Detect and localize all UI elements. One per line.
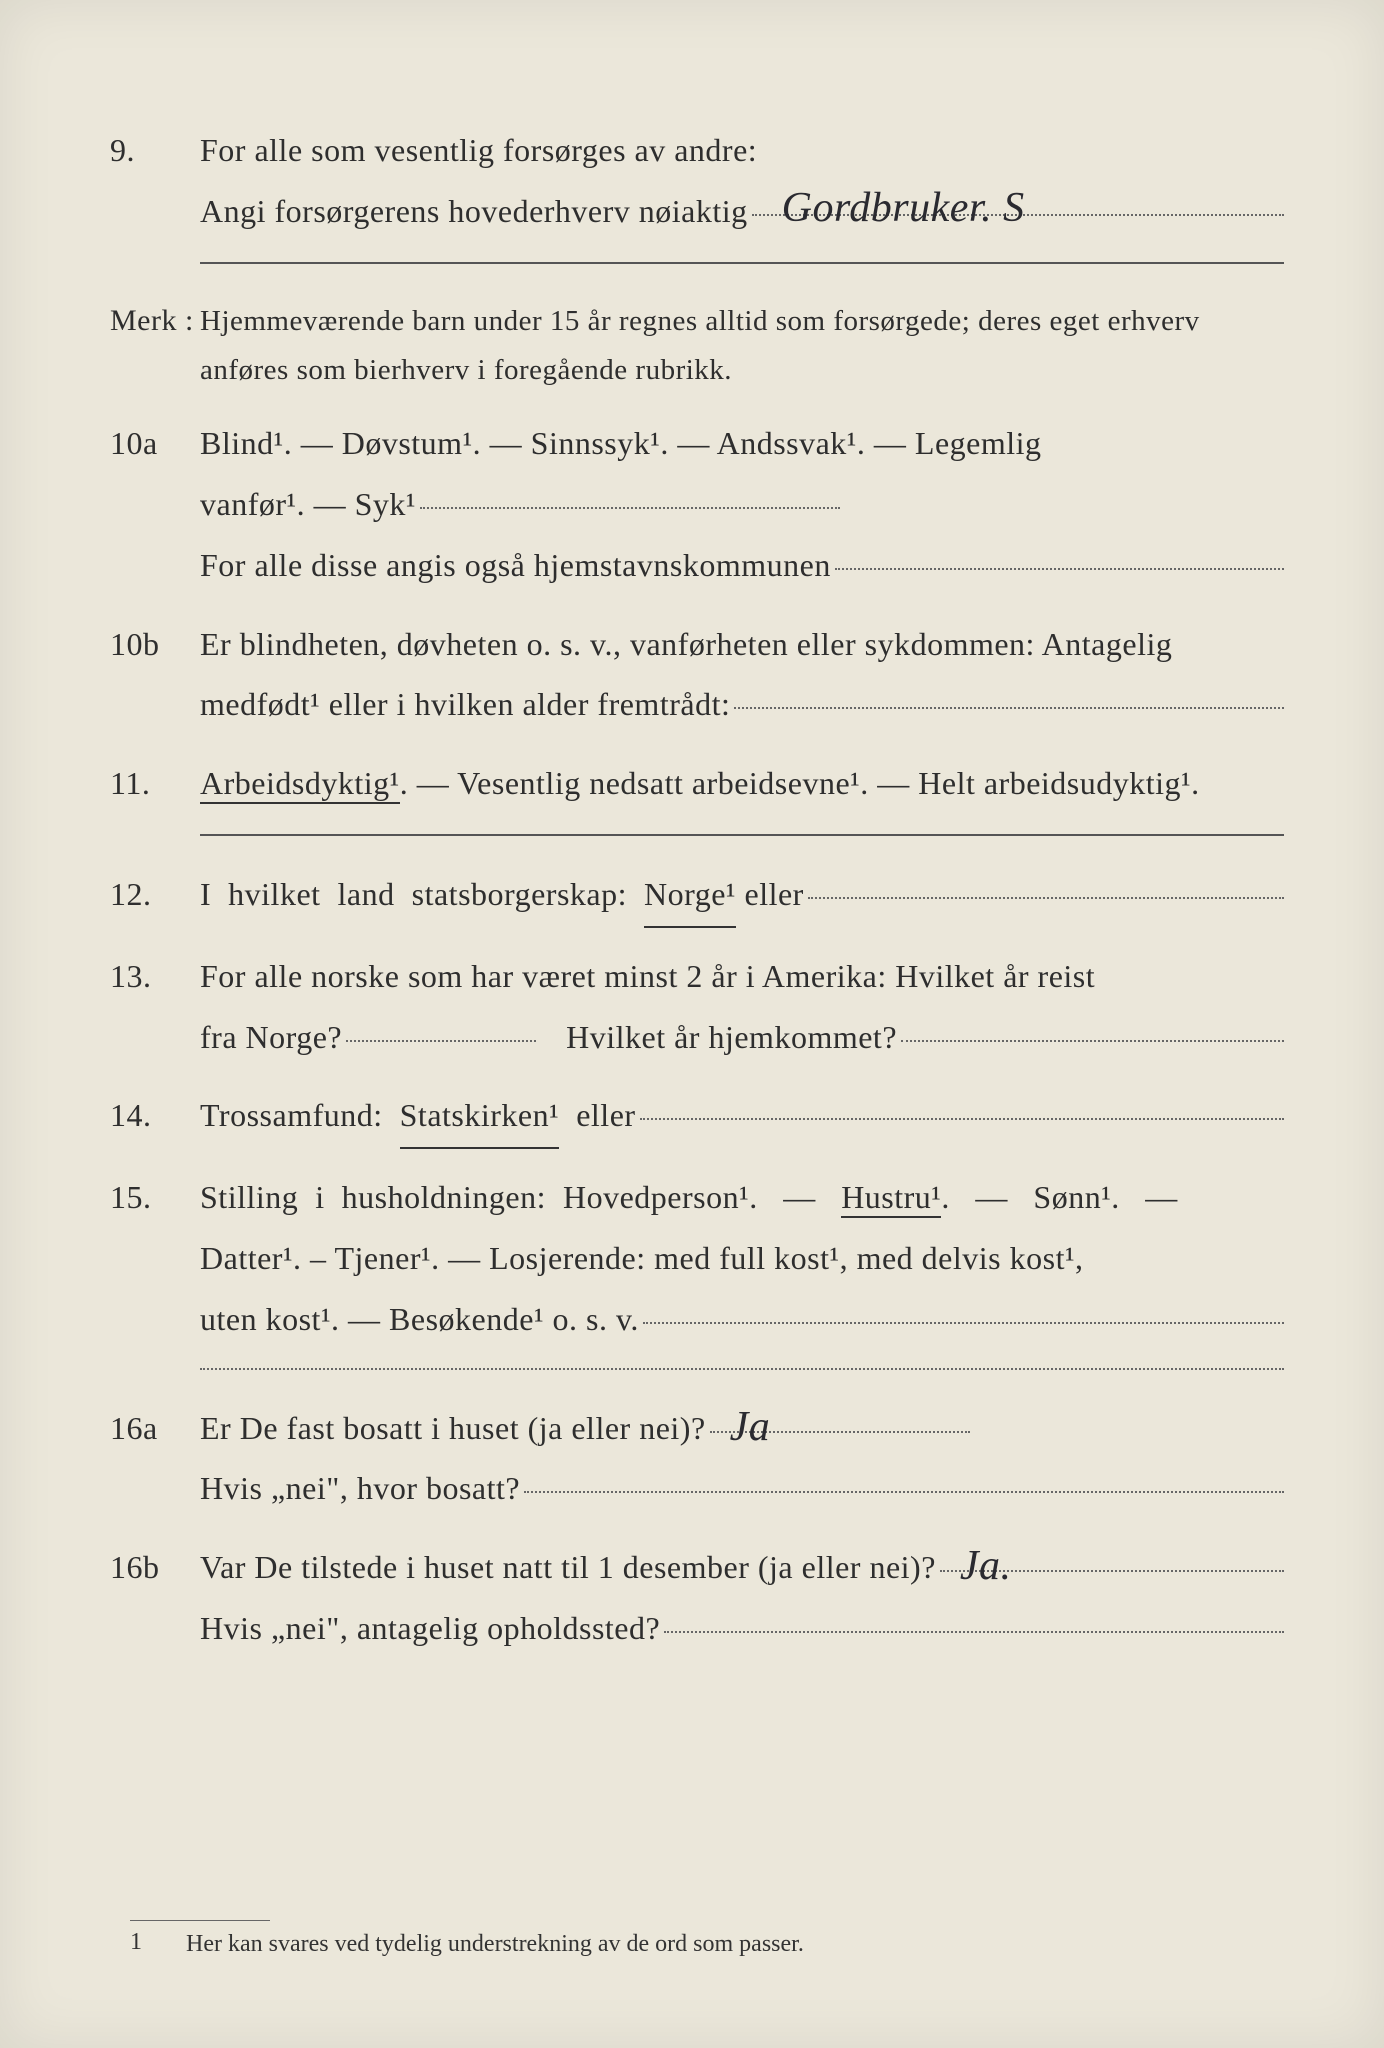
q16a-line2: Hvis „nei", hvor bosatt? — [200, 1458, 1284, 1519]
q11-rest: . — Vesentlig nedsatt arbeidsevne¹. — He… — [400, 765, 1200, 801]
q10b-line2-text: medfødt¹ eller i hvilken alder fremtrådt… — [200, 674, 730, 735]
q16a-number: 16a — [100, 1398, 200, 1459]
q10b-content: Er blindheten, døvheten o. s. v., vanfør… — [200, 614, 1284, 736]
q14-pre: Trossamfund: — [200, 1085, 400, 1146]
q13-line2a: fra Norge? — [200, 1007, 342, 1068]
question-10a: 10a Blind¹. — Døvstum¹. — Sinnssyk¹. — A… — [100, 413, 1284, 595]
q16a-line1-text: Er De fast bosatt i huset (ja eller nei)… — [200, 1398, 706, 1459]
q12-fill — [808, 896, 1284, 899]
note-merk: Merk : Hjemmeværende barn under 15 år re… — [100, 292, 1284, 396]
question-9: 9. For alle som vesentlig forsørges av a… — [100, 120, 1284, 242]
q10a-line3-fill — [835, 567, 1284, 570]
q10a-content: Blind¹. — Døvstum¹. — Sinnssyk¹. — Andss… — [200, 413, 1284, 595]
q15-line1: Stilling i husholdningen: Hovedperson¹. … — [200, 1167, 1284, 1228]
q11-underlined-option: Arbeidsdyktig¹ — [200, 765, 400, 804]
q12-pre: I hvilket land statsborgerskap: — [200, 864, 644, 925]
q14-content: Trossamfund: Statskirken¹ eller — [200, 1085, 1284, 1149]
question-14: 14. Trossamfund: Statskirken¹ eller — [100, 1085, 1284, 1149]
q11-content: Arbeidsdyktig¹. — Vesentlig nedsatt arbe… — [200, 753, 1284, 814]
footnote-rule — [130, 1920, 270, 1921]
q10a-opts2a: vanfør¹. — Syk¹ — [200, 474, 416, 535]
q10b-number: 10b — [100, 614, 200, 675]
q11-number: 11. — [100, 753, 200, 814]
divider-after-15 — [200, 1368, 1284, 1370]
q13-content: For alle norske som har været minst 2 år… — [200, 946, 1284, 1068]
q13-number: 13. — [100, 946, 200, 1007]
q16b-line1: Var De tilstede i huset natt til 1 desem… — [200, 1537, 1284, 1598]
q12-number: 12. — [100, 864, 200, 925]
q14-post: eller — [559, 1085, 635, 1146]
q16a-content: Er De fast bosatt i huset (ja eller nei)… — [200, 1398, 1284, 1520]
q15-number: 15. — [100, 1167, 200, 1228]
merk-label: Merk : — [100, 292, 200, 349]
q15-underlined-hustru: Hustru¹ — [841, 1179, 941, 1218]
q13-line2b: Hvilket år hjemkommet? — [566, 1007, 897, 1068]
q13-fill-a — [346, 1039, 536, 1042]
q14-number: 14. — [100, 1085, 200, 1146]
q16a-line2-text: Hvis „nei", hvor bosatt? — [200, 1458, 520, 1519]
q9-content: For alle som vesentlig forsørges av andr… — [200, 120, 1284, 242]
q16b-number: 16b — [100, 1537, 200, 1598]
q10a-options-line1: Blind¹. — Døvstum¹. — Sinnssyk¹. — Andss… — [200, 413, 1284, 474]
q10b-line2: medfødt¹ eller i hvilken alder fremtrådt… — [200, 674, 1284, 735]
q15-pre: Stilling i husholdningen: Hovedperson¹. … — [200, 1179, 841, 1215]
q9-handwritten-answer: Gordbruker. S — [782, 169, 1025, 249]
q10a-options-line2: vanfør¹. — Syk¹ — [200, 474, 1284, 535]
q9-number: 9. — [100, 120, 200, 181]
q16a-handwritten-ja: Ja — [730, 1388, 771, 1468]
q13-line1: For alle norske som har været minst 2 år… — [200, 946, 1284, 1007]
q10b-line2-fill — [734, 706, 1284, 709]
q10a-fill — [420, 506, 840, 509]
footnote-number: 1 — [130, 1929, 180, 1956]
q16a-line1: Er De fast bosatt i huset (ja eller nei)… — [200, 1398, 1284, 1459]
q16b-handwritten-ja: Ja. — [960, 1527, 1012, 1607]
q15-post: . — Sønn¹. — — [941, 1179, 1177, 1215]
q9-line2: Angi forsørgerens hovederhverv nøiaktig … — [200, 181, 1284, 242]
q15-line3: uten kost¹. — Besøkende¹ o. s. v. — [200, 1289, 1284, 1350]
q10a-number: 10a — [100, 413, 200, 474]
footnote-text: Her kan svares ved tydelig understreknin… — [186, 1931, 804, 1957]
q16a-fill-2 — [524, 1490, 1284, 1493]
q16b-line1-text: Var De tilstede i huset natt til 1 desem… — [200, 1537, 936, 1598]
q16b-fill-1: Ja. — [940, 1569, 1284, 1572]
q14-fill — [640, 1117, 1284, 1120]
q9-fill-line: Gordbruker. S — [752, 213, 1284, 216]
q15-fill — [643, 1321, 1284, 1324]
q10b-line1: Er blindheten, døvheten o. s. v., vanfør… — [200, 614, 1284, 675]
q12-content: I hvilket land statsborgerskap: Norge¹ e… — [200, 864, 1284, 928]
q13-fill-b — [901, 1039, 1284, 1042]
question-16a: 16a Er De fast bosatt i huset (ja eller … — [100, 1398, 1284, 1520]
footnote: 1 Her kan svares ved tydelig understrekn… — [130, 1920, 804, 1958]
q14-underlined-statskirken: Statskirken¹ — [400, 1085, 560, 1149]
q9-line1: For alle som vesentlig forsørges av andr… — [200, 120, 1284, 181]
q15-content: Stilling i husholdningen: Hovedperson¹. … — [200, 1167, 1284, 1349]
q16b-content: Var De tilstede i huset natt til 1 desem… — [200, 1537, 1284, 1659]
question-13: 13. For alle norske som har været minst … — [100, 946, 1284, 1068]
divider-after-11 — [200, 834, 1284, 836]
census-form-page: 9. For alle som vesentlig forsørges av a… — [0, 0, 1384, 2048]
q10a-line3: For alle disse angis også hjemstavnskomm… — [200, 535, 1284, 596]
q9-label: Angi forsørgerens hovederhverv nøiaktig — [200, 181, 748, 242]
question-11: 11. Arbeidsdyktig¹. — Vesentlig nedsatt … — [100, 753, 1284, 814]
q13-line2: fra Norge? Hvilket år hjemkommet? — [200, 1007, 1284, 1068]
q16a-fill-1: Ja — [710, 1430, 970, 1433]
q16b-line2: Hvis „nei", antagelig opholdssted? — [200, 1598, 1284, 1659]
q16b-line2-text: Hvis „nei", antagelig opholdssted? — [200, 1598, 660, 1659]
divider-after-9 — [200, 262, 1284, 264]
q16b-fill-2 — [664, 1630, 1284, 1633]
question-15: 15. Stilling i husholdningen: Hovedperso… — [100, 1167, 1284, 1349]
q10a-line3-text: For alle disse angis også hjemstavnskomm… — [200, 535, 831, 596]
question-12: 12. I hvilket land statsborgerskap: Norg… — [100, 864, 1284, 928]
question-16b: 16b Var De tilstede i huset natt til 1 d… — [100, 1537, 1284, 1659]
q15-line2: Datter¹. – Tjener¹. — Losjerende: med fu… — [200, 1228, 1284, 1289]
q12-post: eller — [736, 864, 804, 925]
merk-text: Hjemmeværende barn under 15 år regnes al… — [200, 297, 1284, 396]
q15-line3-text: uten kost¹. — Besøkende¹ o. s. v. — [200, 1289, 639, 1350]
question-10b: 10b Er blindheten, døvheten o. s. v., va… — [100, 614, 1284, 736]
q12-underlined-norge: Norge¹ — [644, 864, 736, 928]
